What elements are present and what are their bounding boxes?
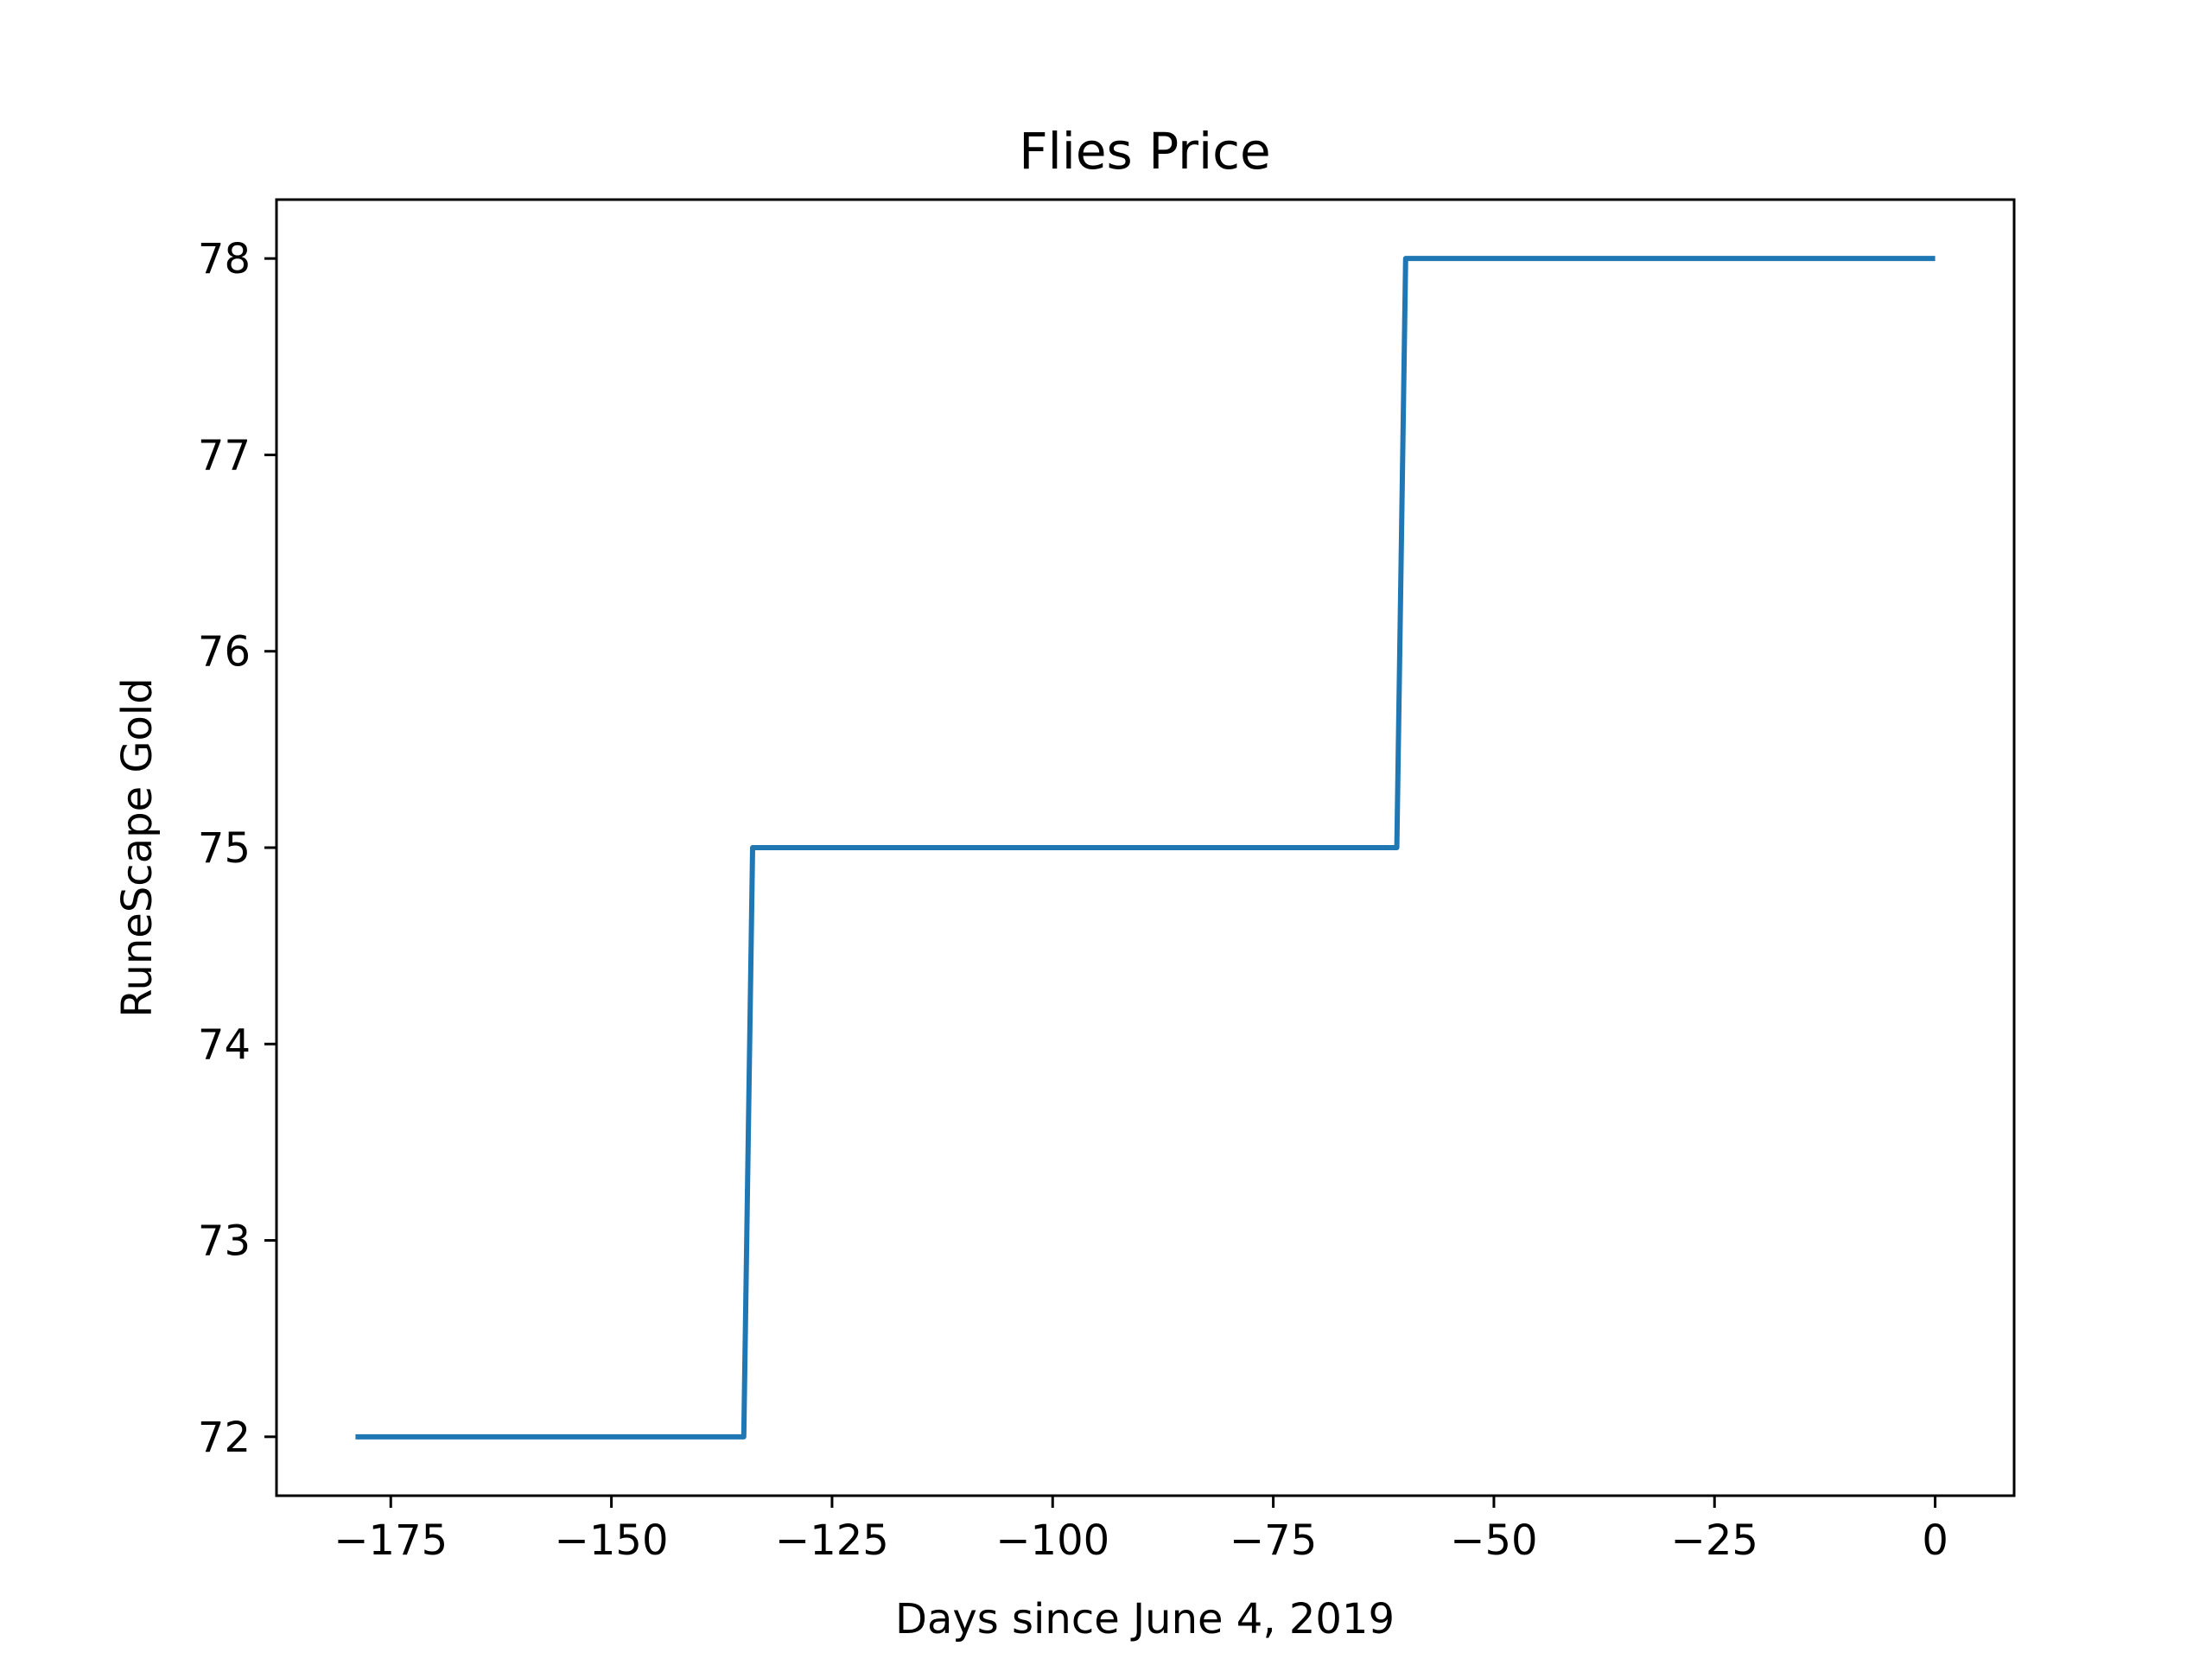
series-line-0 bbox=[355, 256, 1936, 1440]
y-tick-label: 72 bbox=[198, 1414, 251, 1462]
y-tick-label: 73 bbox=[198, 1217, 251, 1266]
x-tick-label: −150 bbox=[555, 1516, 669, 1565]
x-tick-label: −125 bbox=[775, 1516, 889, 1565]
x-axis-label: Days since June 4, 2019 bbox=[895, 1595, 1395, 1643]
plot-frame bbox=[275, 198, 2016, 1497]
chart-title: Flies Price bbox=[1019, 122, 1270, 181]
x-tick-label: −100 bbox=[995, 1516, 1109, 1565]
plot-area bbox=[355, 256, 1936, 1440]
x-tick-label: −25 bbox=[1671, 1516, 1758, 1565]
y-tick-label: 74 bbox=[198, 1020, 251, 1069]
x-tick-label: −75 bbox=[1230, 1516, 1317, 1565]
x-tick-label: −175 bbox=[334, 1516, 448, 1565]
x-tick-label: −50 bbox=[1450, 1516, 1537, 1565]
x-tick-label: 0 bbox=[1922, 1516, 1948, 1565]
x-axis: −175 −150 −125 −100 −75 −50 −25 0 bbox=[334, 1496, 1948, 1565]
y-axis-label: RuneScape Gold bbox=[113, 677, 162, 1017]
y-tick-label: 76 bbox=[198, 628, 251, 677]
y-axis: 72 73 74 75 76 77 78 bbox=[198, 235, 276, 1462]
y-tick-label: 75 bbox=[198, 824, 251, 873]
y-tick-label: 77 bbox=[198, 431, 251, 480]
y-tick-label: 78 bbox=[198, 235, 251, 283]
